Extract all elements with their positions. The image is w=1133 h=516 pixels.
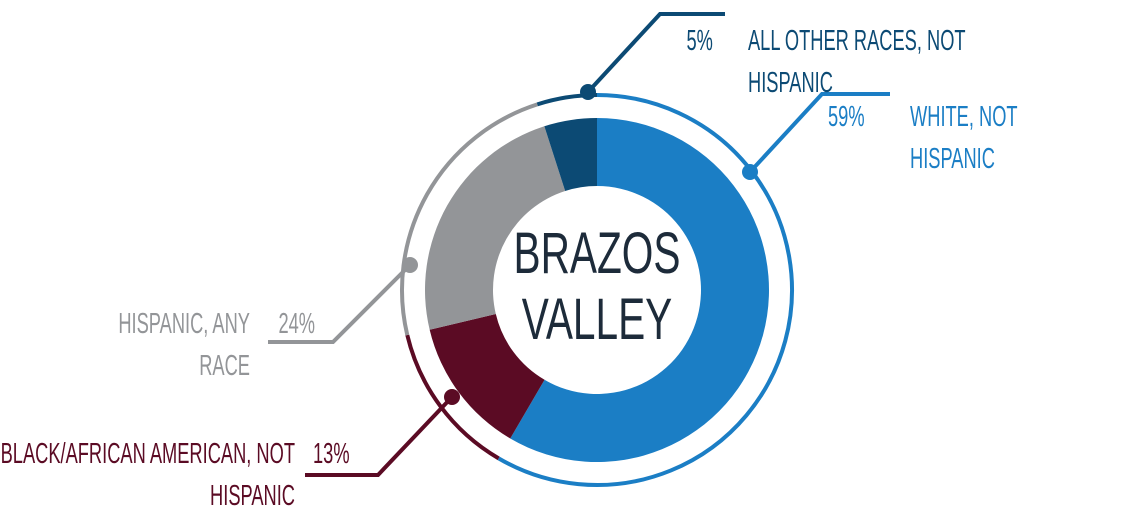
outer-ring-arc <box>497 93 794 487</box>
donut-segment <box>429 314 545 439</box>
value-label: 59% <box>828 101 865 133</box>
leader-line <box>586 12 725 94</box>
category-label: HISPANIC, ANY RACE <box>118 308 250 382</box>
leader-dot <box>742 164 758 180</box>
value-label: 5% <box>686 25 713 57</box>
leader-dot <box>402 257 418 273</box>
outer-ring-arc <box>405 334 500 461</box>
outer-ring-arc <box>400 102 538 336</box>
value-label: 13% <box>313 438 350 470</box>
leader-line <box>748 92 890 174</box>
center-label: BRAZOS <box>513 221 681 286</box>
donut-segment <box>544 118 597 191</box>
category-label: BLACK/AFRICAN AMERICAN, NOT HISPANIC <box>0 438 295 512</box>
category-label: WHITE, NOT HISPANIC <box>910 101 1018 175</box>
donut-segment <box>425 126 566 330</box>
center-label: VALLEY <box>521 287 673 352</box>
leader-dot <box>444 389 460 405</box>
leader-line <box>305 395 454 477</box>
leader-line <box>268 263 412 344</box>
leader-dot <box>580 84 596 100</box>
value-label: 24% <box>278 308 315 340</box>
donut-segment <box>510 118 769 463</box>
category-label: ALL OTHER RACES, NOT HISPANIC <box>748 25 966 99</box>
